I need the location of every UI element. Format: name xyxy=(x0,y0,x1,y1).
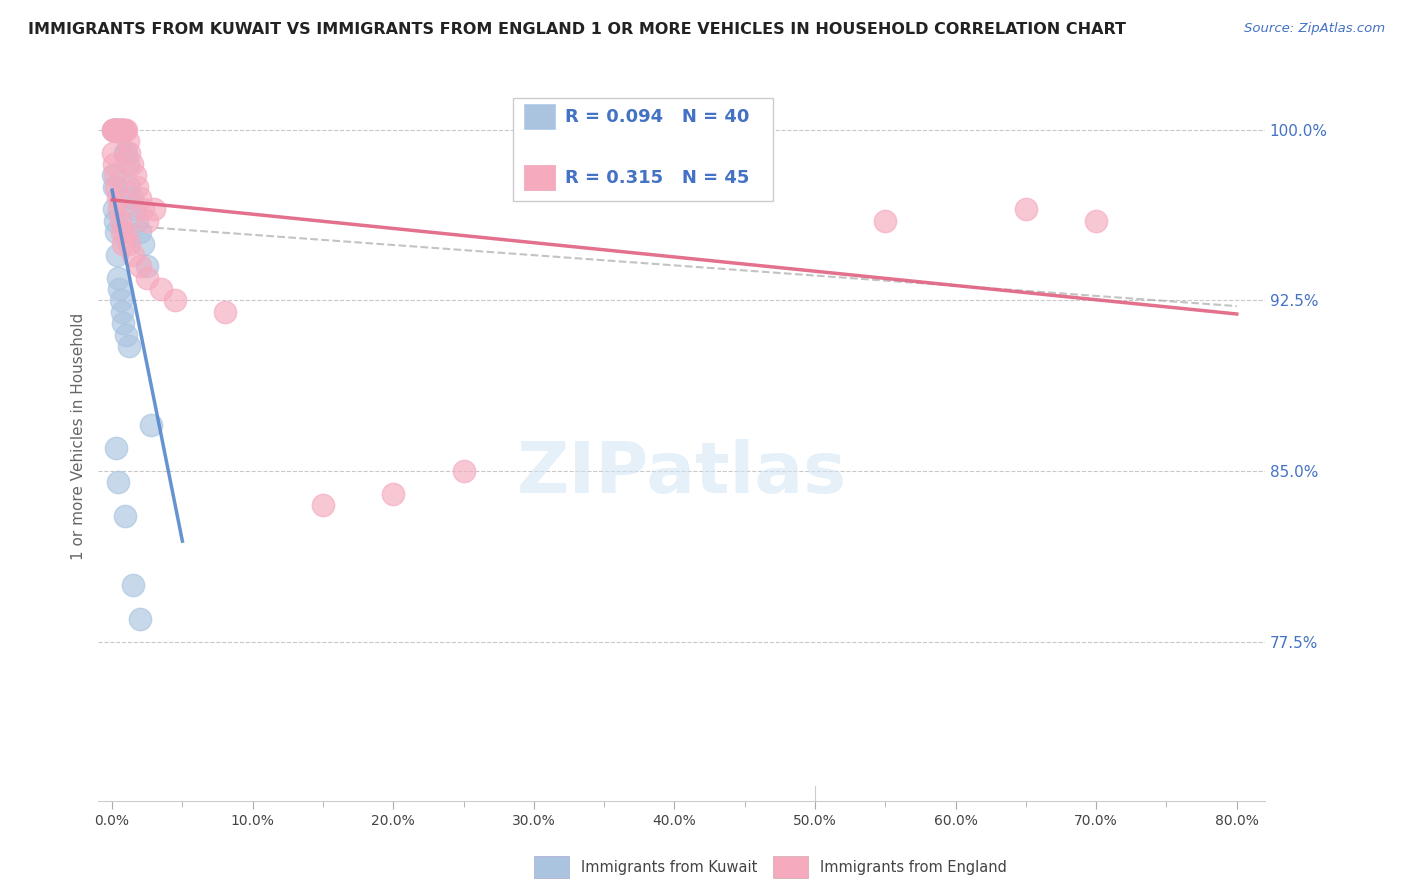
Point xyxy=(112,123,135,137)
Point xyxy=(122,248,145,262)
Point xyxy=(117,134,139,148)
Point xyxy=(103,179,125,194)
Point xyxy=(127,179,149,194)
Point xyxy=(110,123,132,137)
Point xyxy=(101,123,124,137)
Point xyxy=(101,123,124,137)
Point xyxy=(103,123,125,137)
Point xyxy=(115,123,138,137)
Text: ZIPatlas: ZIPatlas xyxy=(516,439,846,508)
Point xyxy=(141,418,163,433)
Point xyxy=(101,169,124,183)
Point xyxy=(132,236,155,251)
Point xyxy=(105,123,128,137)
Point xyxy=(104,225,127,239)
Point xyxy=(111,123,134,137)
Point xyxy=(115,145,138,160)
Point xyxy=(214,305,236,319)
Point xyxy=(136,214,159,228)
Point xyxy=(664,179,686,194)
Point xyxy=(124,169,146,183)
Point xyxy=(136,270,159,285)
Point xyxy=(104,169,127,183)
Point xyxy=(112,123,135,137)
Point xyxy=(1015,202,1038,217)
Point xyxy=(115,327,138,342)
Point xyxy=(114,145,136,160)
Point xyxy=(129,225,152,239)
Point xyxy=(127,214,149,228)
Text: IMMIGRANTS FROM KUWAIT VS IMMIGRANTS FROM ENGLAND 1 OR MORE VEHICLES IN HOUSEHOL: IMMIGRANTS FROM KUWAIT VS IMMIGRANTS FRO… xyxy=(28,22,1126,37)
Point xyxy=(132,202,155,217)
Point xyxy=(118,236,141,251)
Point xyxy=(107,123,129,137)
Point xyxy=(129,612,152,626)
Point xyxy=(104,123,127,137)
Text: Immigrants from Kuwait: Immigrants from Kuwait xyxy=(581,860,756,874)
Point xyxy=(104,123,127,137)
Point xyxy=(453,464,475,478)
Point xyxy=(105,123,128,137)
Point xyxy=(107,191,129,205)
Point xyxy=(108,123,131,137)
Point xyxy=(312,498,335,512)
Text: R = 0.315   N = 45: R = 0.315 N = 45 xyxy=(565,169,749,186)
Point xyxy=(110,123,132,137)
Point xyxy=(1085,214,1108,228)
Point xyxy=(121,157,143,171)
Point xyxy=(101,145,124,160)
Point xyxy=(110,214,132,228)
Text: R = 0.094   N = 40: R = 0.094 N = 40 xyxy=(565,108,749,126)
Point xyxy=(108,202,131,217)
Point xyxy=(103,157,125,171)
Point xyxy=(104,123,127,137)
Point xyxy=(107,123,129,137)
Text: Source: ZipAtlas.com: Source: ZipAtlas.com xyxy=(1244,22,1385,36)
Text: Immigrants from England: Immigrants from England xyxy=(820,860,1007,874)
Point xyxy=(103,123,125,137)
Point xyxy=(118,145,141,160)
Point xyxy=(382,486,405,500)
Point xyxy=(110,293,132,308)
Point xyxy=(143,202,166,217)
Point xyxy=(105,248,128,262)
Point xyxy=(108,282,131,296)
Point xyxy=(129,191,152,205)
Point xyxy=(112,236,135,251)
Point xyxy=(105,179,128,194)
Point xyxy=(129,260,152,274)
Point xyxy=(114,123,136,137)
Point xyxy=(122,577,145,591)
Point xyxy=(115,225,138,239)
Point xyxy=(107,475,129,490)
Point xyxy=(112,316,135,330)
Point xyxy=(114,509,136,524)
Point xyxy=(103,123,125,137)
Point xyxy=(111,305,134,319)
Point xyxy=(118,339,141,353)
Point xyxy=(117,157,139,171)
Point xyxy=(103,123,125,137)
Point xyxy=(124,202,146,217)
Point xyxy=(875,214,897,228)
Point xyxy=(104,214,127,228)
Point xyxy=(107,270,129,285)
Point xyxy=(105,442,128,456)
Point xyxy=(165,293,187,308)
Point xyxy=(121,191,143,205)
Y-axis label: 1 or more Vehicles in Household: 1 or more Vehicles in Household xyxy=(72,313,86,560)
Point xyxy=(136,260,159,274)
Point xyxy=(118,179,141,194)
Point xyxy=(108,123,131,137)
Point xyxy=(111,123,134,137)
Point xyxy=(150,282,173,296)
Point xyxy=(111,225,134,239)
Point xyxy=(103,202,125,217)
